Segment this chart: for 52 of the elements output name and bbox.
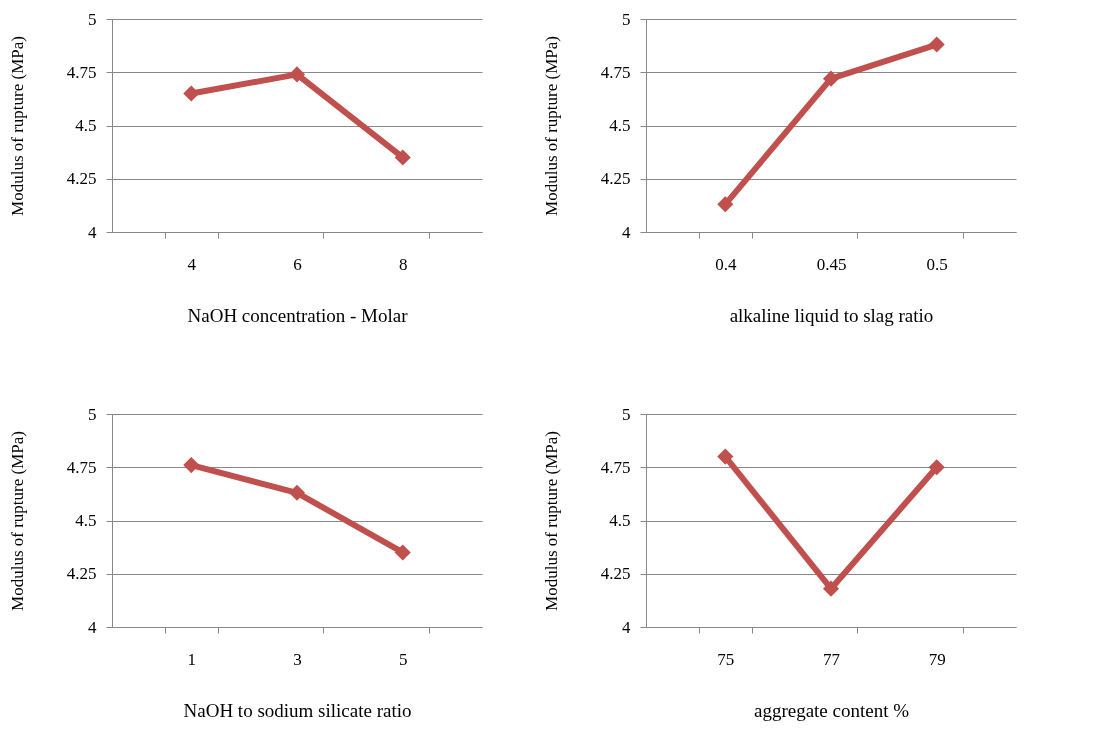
point <box>928 36 945 53</box>
y-tick-label: 4.75 <box>600 62 631 82</box>
point <box>822 70 840 87</box>
y-tick-label: 4.5 <box>609 116 631 135</box>
x-tick-label: 8 <box>398 254 408 274</box>
point <box>288 66 306 83</box>
point <box>394 149 411 166</box>
x-axis-title: NaOH concentration - Molar <box>187 304 409 326</box>
x-tick-label: 5 <box>398 649 408 669</box>
y-axis-title: Modulus of rupture (MPa) <box>541 36 561 216</box>
x-tick-label: 75 <box>717 649 735 669</box>
y-tick-label: 5 <box>88 9 97 29</box>
point <box>822 580 840 597</box>
y-tick-label: 4.75 <box>66 62 97 82</box>
y-tick-label: 4.75 <box>600 457 631 477</box>
y-axis-title: Modulus of rupture (MPa) <box>541 431 561 611</box>
x-axis-title: NaOH to sodium silicate ratio <box>183 699 412 721</box>
y-tick-label: 4.5 <box>75 116 97 135</box>
point <box>183 457 200 474</box>
point <box>288 484 306 501</box>
y-tick-label: 4.75 <box>66 457 97 477</box>
x-axis-title: alkaline liquid to slag ratio <box>729 304 934 326</box>
y-tick-label: 4.25 <box>600 169 631 189</box>
point <box>394 544 411 561</box>
y-tick-label: 4 <box>88 222 97 242</box>
x-tick-label: 1 <box>187 649 197 669</box>
y-axis-title: Modulus of rupture (MPa) <box>7 36 27 216</box>
x-axis-title: aggregate content % <box>753 699 910 721</box>
y-axis-title: Modulus of rupture (MPa) <box>7 431 27 611</box>
y-tick-label: 4.5 <box>609 511 631 530</box>
y-tick-label: 4.25 <box>600 564 631 584</box>
x-tick-label: 3 <box>293 649 302 669</box>
y-tick-label: 4.25 <box>66 169 97 189</box>
x-tick-label: 77 <box>823 649 841 669</box>
y-tick-label: 5 <box>622 404 631 424</box>
point <box>928 459 945 476</box>
y-tick-label: 5 <box>88 404 97 424</box>
x-tick-label: 4 <box>187 254 197 274</box>
x-tick-label: 0.45 <box>816 254 847 274</box>
y-tick-label: 4 <box>622 617 631 637</box>
y-tick-label: 4.25 <box>66 564 97 584</box>
x-tick-label: 0.4 <box>715 254 737 274</box>
y-tick-label: 4 <box>622 222 631 242</box>
point <box>717 196 734 213</box>
y-tick-label: 5 <box>622 9 631 29</box>
x-tick-label: 79 <box>928 649 946 669</box>
y-tick-label: 4 <box>88 617 97 637</box>
point <box>717 448 734 465</box>
y-tick-label: 4.5 <box>75 511 97 530</box>
point <box>183 85 200 102</box>
x-tick-label: 0.5 <box>926 254 948 274</box>
x-tick-label: 6 <box>293 254 302 274</box>
